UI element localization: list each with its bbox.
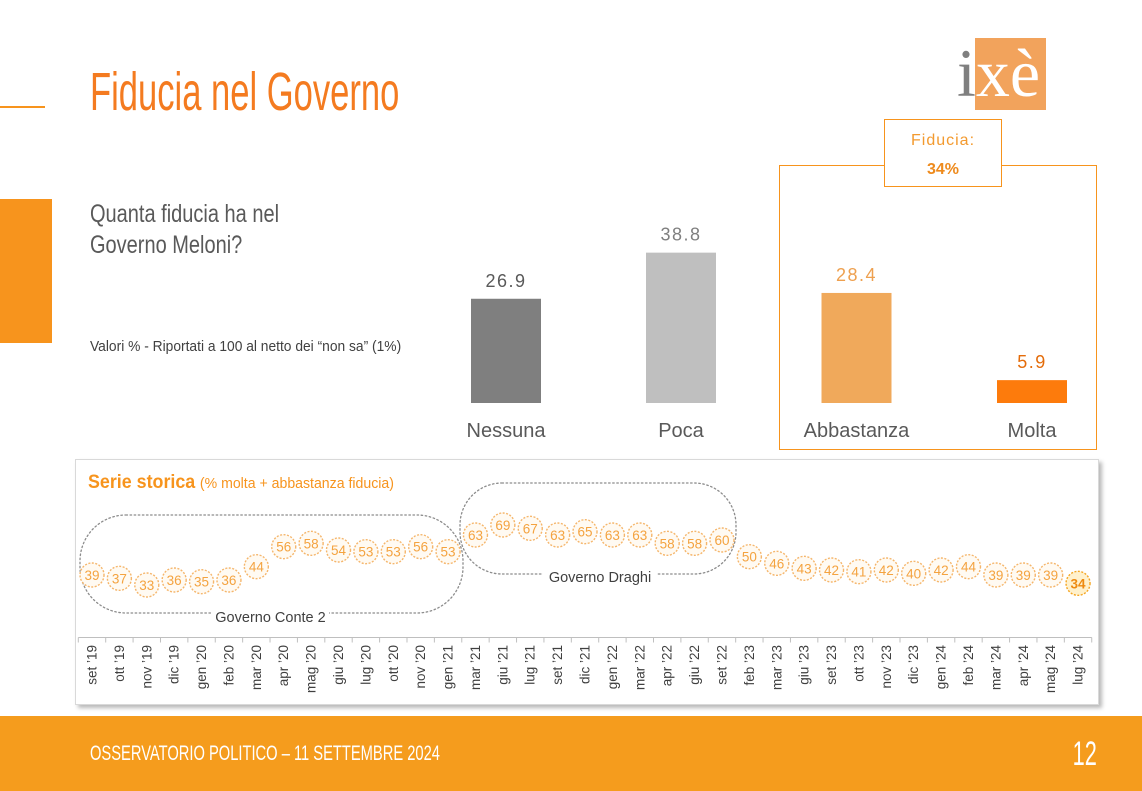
series-heading: Serie storica (% molta + abbastanza fiduc…: [88, 472, 394, 495]
survey-question: Quanta fiducia ha nel Governo Meloni?: [90, 199, 279, 261]
bar-poca: [646, 252, 716, 403]
series-title: Serie storica: [88, 472, 196, 493]
bar-nessuna: [471, 298, 541, 403]
values-note: Valori % - Riportati a 100 al netto dei …: [90, 338, 402, 355]
page-number: 12: [1072, 735, 1097, 773]
title-rule: [0, 106, 45, 108]
fiducia-callout: Fiducia: 34%: [884, 119, 1002, 187]
footer-text: OSSERVATORIO POLITICO – 11 SETTEMBRE 202…: [90, 742, 440, 765]
trust-highlight-box: [779, 165, 1097, 450]
logo-wordmark: ixè: [957, 36, 1040, 111]
bar-value-label-poca: 38.8: [660, 225, 701, 245]
series-panel: [75, 459, 1099, 705]
survey-question-line-2: Governo Meloni?: [90, 231, 243, 259]
callout-label: Fiducia:: [910, 132, 976, 149]
footer-band: [0, 716, 1142, 791]
bar-category-label-poca: Poca: [658, 420, 704, 442]
page-title: Fiducia nel Governo: [90, 62, 400, 122]
series-subtitle: (% molta + abbastanza fiducia): [199, 475, 394, 492]
ixe-logo: ixè: [957, 36, 1046, 111]
logo-square: [975, 38, 1046, 110]
bar-category-label-nessuna: Nessuna: [467, 420, 547, 442]
callout-value: 34%: [926, 161, 960, 178]
side-accent-block: [0, 199, 52, 343]
bar-value-label-nessuna: 26.9: [485, 271, 526, 291]
survey-question-line-1: Quanta fiducia ha nel: [90, 200, 280, 228]
